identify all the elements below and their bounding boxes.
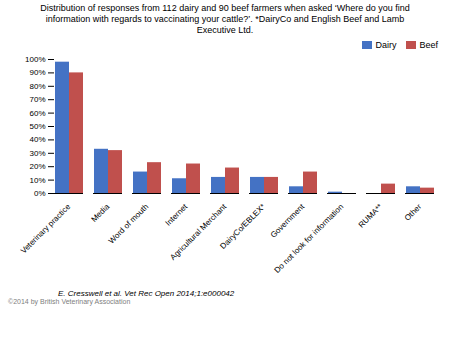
svg-text:Agricultural Merchant: Agricultural Merchant: [168, 202, 228, 262]
svg-text:DairyCo/EBLEX*: DairyCo/EBLEX*: [218, 202, 267, 251]
html-text:Distribution of responses from: Distribution of responses from 112 dairy…: [40, 3, 410, 35]
svg-text:Do not look for information: Do not look for information: [273, 202, 346, 275]
svg-text:100%: 100%: [25, 55, 45, 64]
svg-text:RUMA**: RUMA**: [357, 202, 384, 229]
svg-text:80%: 80%: [29, 82, 45, 91]
svg-text:30%: 30%: [29, 149, 45, 158]
svg-text:Media: Media: [89, 202, 111, 224]
svg-text:Other: Other: [403, 202, 424, 223]
svg-text:Internet: Internet: [164, 202, 190, 228]
svg-text:Word of mouth: Word of mouth: [107, 202, 150, 245]
svg-text:20%: 20%: [29, 162, 45, 171]
svg-text:90%: 90%: [29, 68, 45, 77]
svg-text:0%: 0%: [34, 189, 46, 198]
svg-text:50%: 50%: [29, 122, 45, 131]
svg-text:10%: 10%: [29, 176, 45, 185]
svg-text:40%: 40%: [29, 135, 45, 144]
svg-text:60%: 60%: [29, 109, 45, 118]
html-text:Beef: Beef: [419, 39, 438, 50]
html-text:Dairy: Dairy: [375, 39, 397, 50]
svg-text:Government: Government: [269, 202, 307, 240]
svg-text:Veterinary practice: Veterinary practice: [19, 202, 73, 256]
html-text:E. Cresswell et al. Vet Rec Op: E. Cresswell et al. Vet Rec Open 2014;1:…: [58, 289, 235, 298]
html-text:©2014 by British Veterinary As: ©2014 by British Veterinary Association: [8, 298, 131, 305]
svg-text:70%: 70%: [29, 95, 45, 104]
